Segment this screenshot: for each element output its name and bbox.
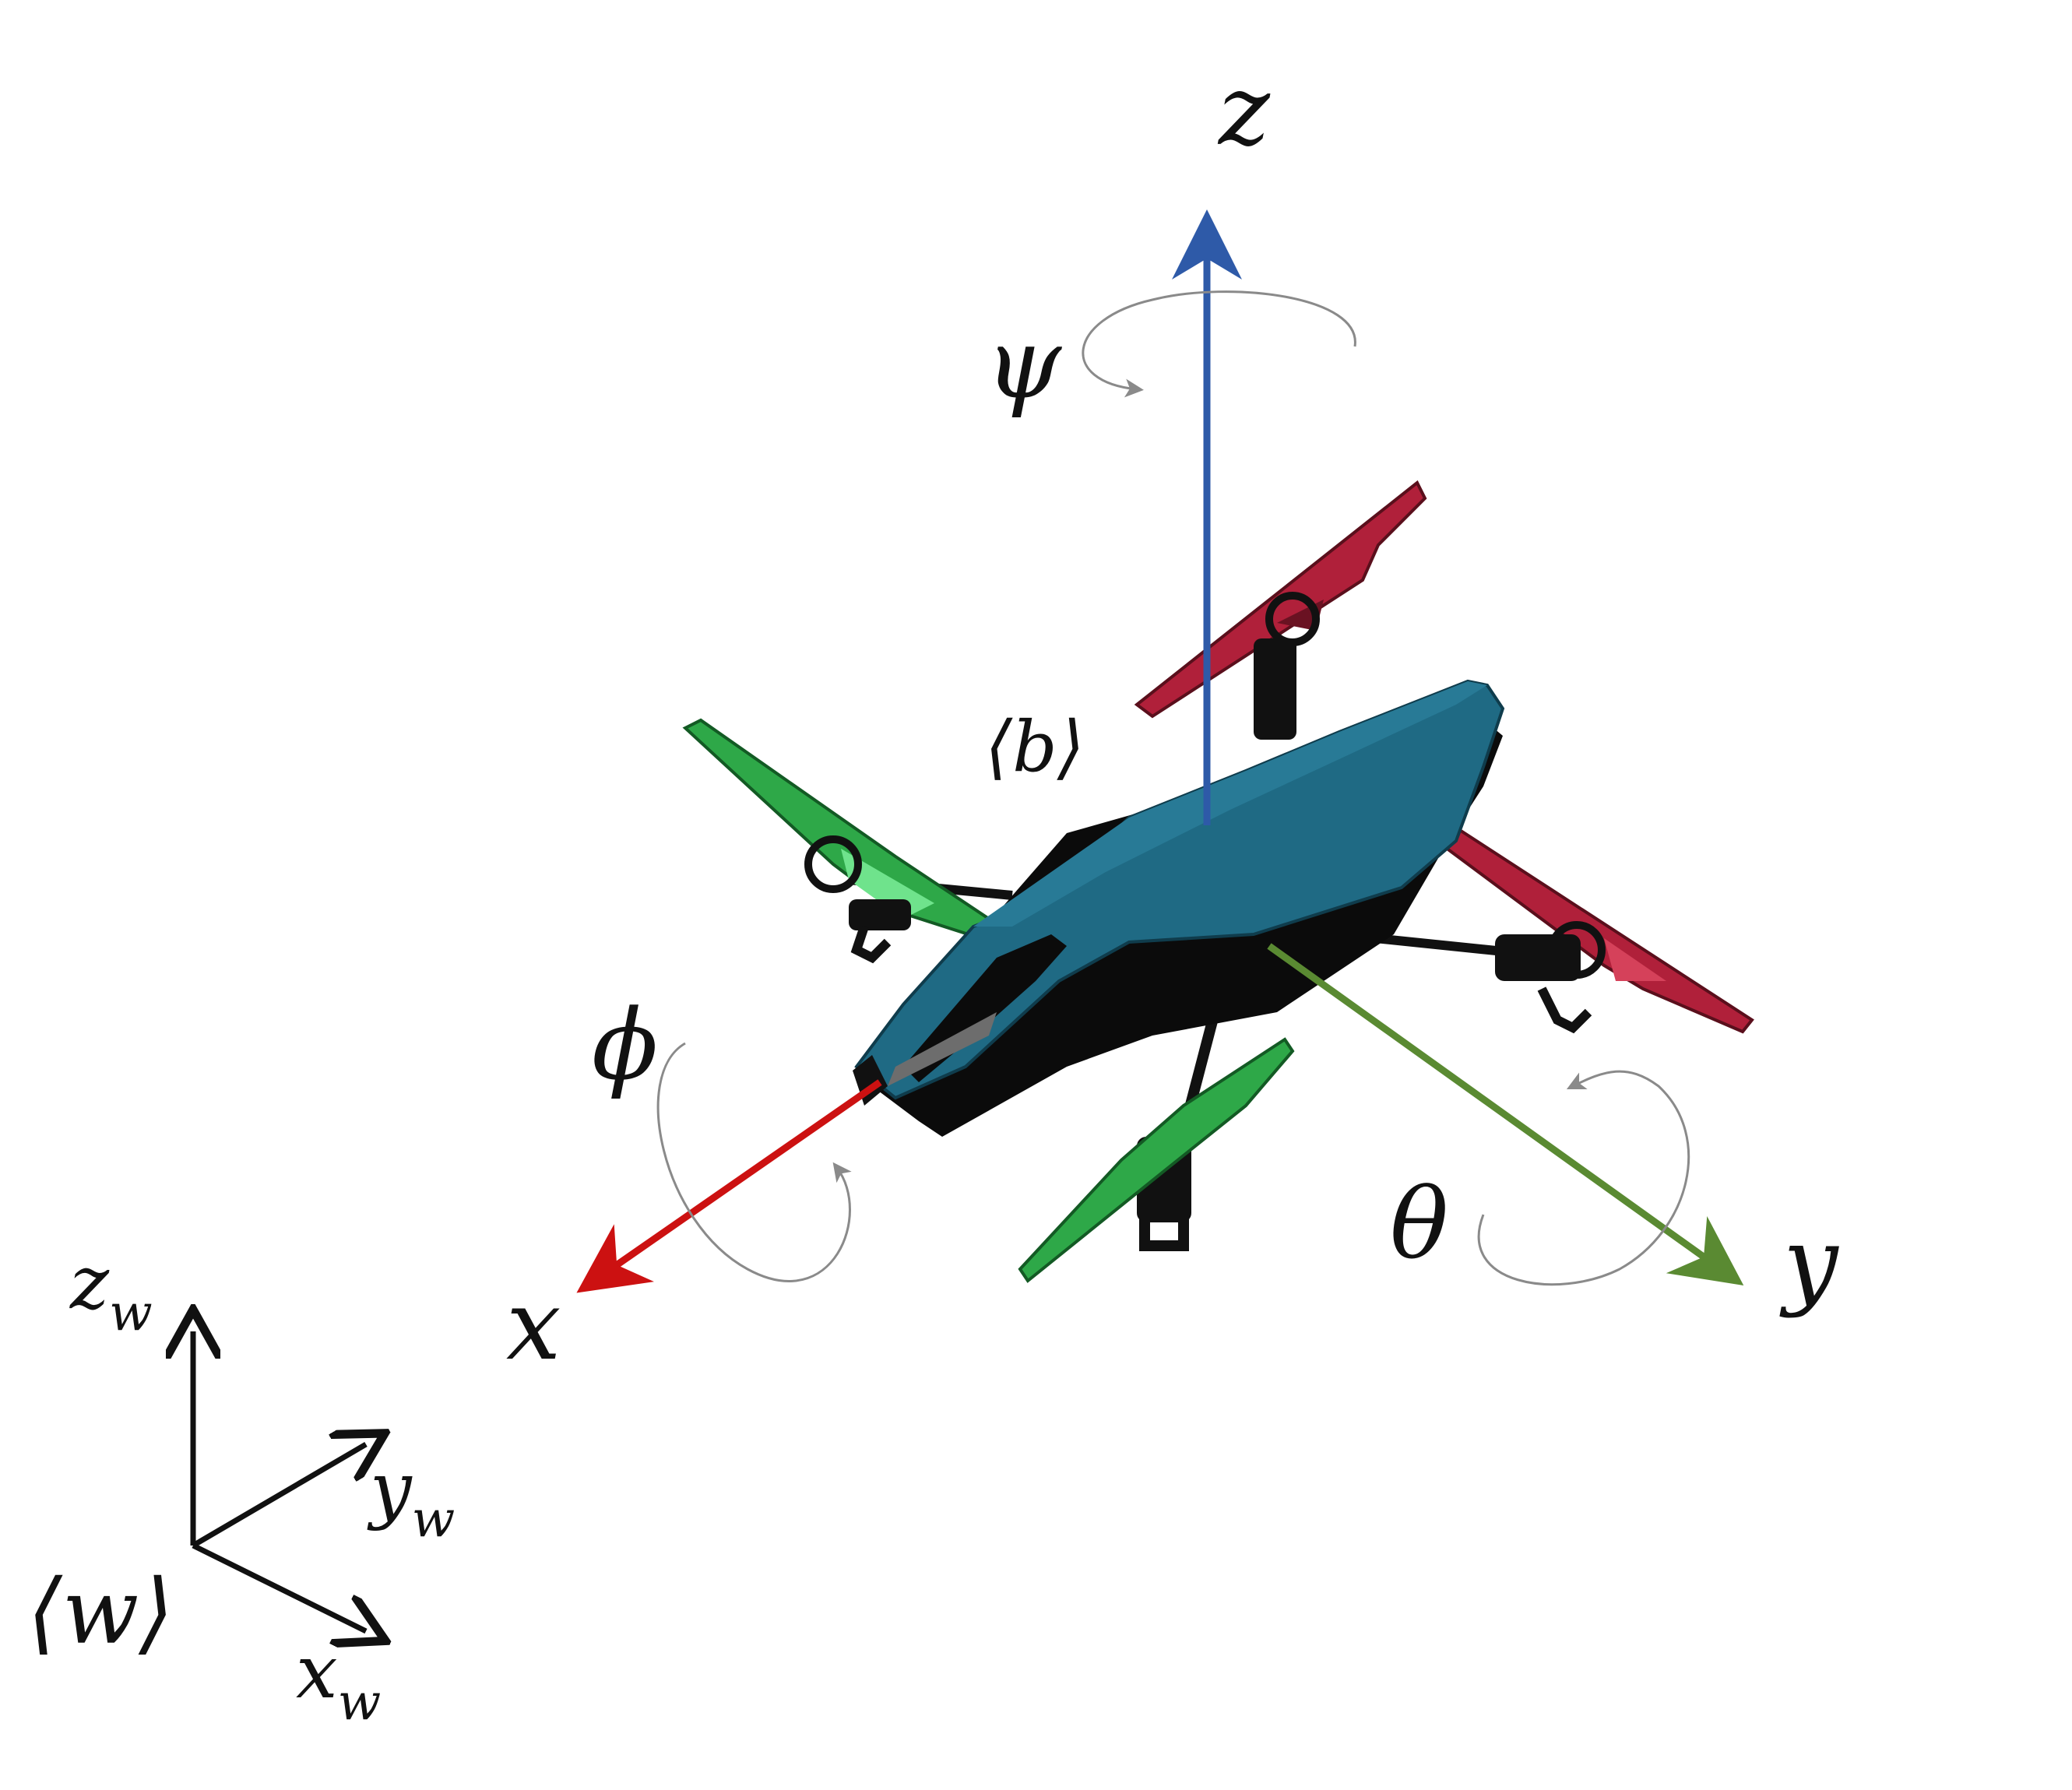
- pitch-rotation: θ: [1390, 1070, 1690, 1286]
- world-frame: zw yw xw ⟨w⟩: [27, 1240, 455, 1732]
- world-x-label: xw: [296, 1630, 381, 1732]
- world-x-axis: [192, 1542, 366, 1631]
- drone-hull: [853, 679, 1505, 1137]
- body-x-axis: [576, 1079, 882, 1293]
- world-frame-label: ⟨w⟩: [27, 1560, 174, 1665]
- body-z-label: z: [1217, 55, 1271, 167]
- propeller-rear-left: [1434, 814, 1754, 1034]
- body-y-axis: [1267, 943, 1744, 1285]
- propeller-front-right: [1018, 1037, 1295, 1283]
- drone: [682, 480, 1754, 1283]
- pitch-label: θ: [1390, 1168, 1448, 1281]
- yaw-rotation: ψ: [985, 290, 1356, 420]
- body-x-label: x: [506, 1269, 561, 1382]
- motor-front-left: [804, 835, 911, 964]
- pitch-arc-arrow: [1477, 1070, 1690, 1286]
- yaw-label: ψ: [985, 308, 1062, 420]
- motor-rear-left: [1495, 921, 1606, 1034]
- body-frame: z x y ⟨b⟩ ψ ϕ θ: [506, 55, 1839, 1382]
- body-frame-label: ⟨b⟩: [985, 706, 1085, 788]
- body-y-label: y: [1779, 1207, 1839, 1320]
- propeller-rear-right: [1134, 480, 1427, 740]
- world-y-label: yw: [367, 1447, 455, 1549]
- roll-rotation: ϕ: [592, 989, 852, 1282]
- roll-arc-arrow: [656, 1042, 852, 1282]
- roll-label: ϕ: [592, 989, 658, 1102]
- yaw-arc-arrow: [1082, 290, 1356, 398]
- world-y-axis: [192, 1444, 366, 1549]
- motor-rear-right: [1254, 592, 1320, 740]
- propeller-front-left: [682, 718, 1003, 964]
- world-z-label: zw: [69, 1240, 153, 1342]
